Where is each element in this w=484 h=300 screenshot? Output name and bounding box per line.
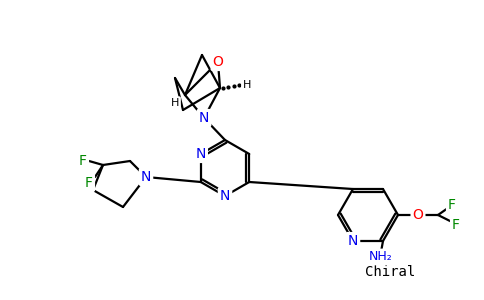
Text: F: F: [79, 154, 87, 168]
Bar: [198, 113, 210, 122]
Text: H: H: [243, 80, 251, 90]
Text: N: N: [141, 170, 151, 184]
Text: F: F: [448, 198, 456, 212]
Bar: [347, 236, 359, 245]
Text: N: N: [220, 189, 230, 203]
Text: N: N: [196, 147, 206, 161]
Text: F: F: [85, 176, 93, 190]
Text: N: N: [199, 111, 209, 125]
Text: Chiral: Chiral: [365, 265, 415, 279]
Bar: [198, 113, 210, 122]
Text: O: O: [412, 208, 424, 222]
Text: N: N: [199, 111, 209, 125]
Text: H: H: [171, 98, 179, 108]
Bar: [195, 149, 207, 158]
Text: F: F: [452, 218, 460, 232]
Bar: [212, 58, 224, 67]
Text: N: N: [348, 234, 358, 248]
Text: O: O: [212, 55, 224, 69]
Bar: [140, 172, 152, 182]
Bar: [412, 211, 424, 220]
Text: NH₂: NH₂: [369, 250, 393, 263]
Bar: [219, 191, 231, 200]
